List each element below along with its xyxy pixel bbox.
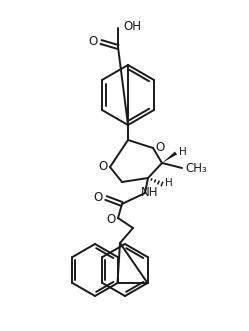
Text: NH: NH xyxy=(141,185,159,199)
Text: H: H xyxy=(179,147,187,157)
Text: O: O xyxy=(93,191,103,204)
Text: OH: OH xyxy=(123,20,141,32)
Text: H: H xyxy=(165,178,173,188)
Text: O: O xyxy=(88,34,98,48)
Text: O: O xyxy=(98,160,108,172)
Polygon shape xyxy=(162,152,177,163)
Text: CH₃: CH₃ xyxy=(185,162,207,174)
Text: O: O xyxy=(155,140,165,154)
Text: O: O xyxy=(106,213,116,225)
